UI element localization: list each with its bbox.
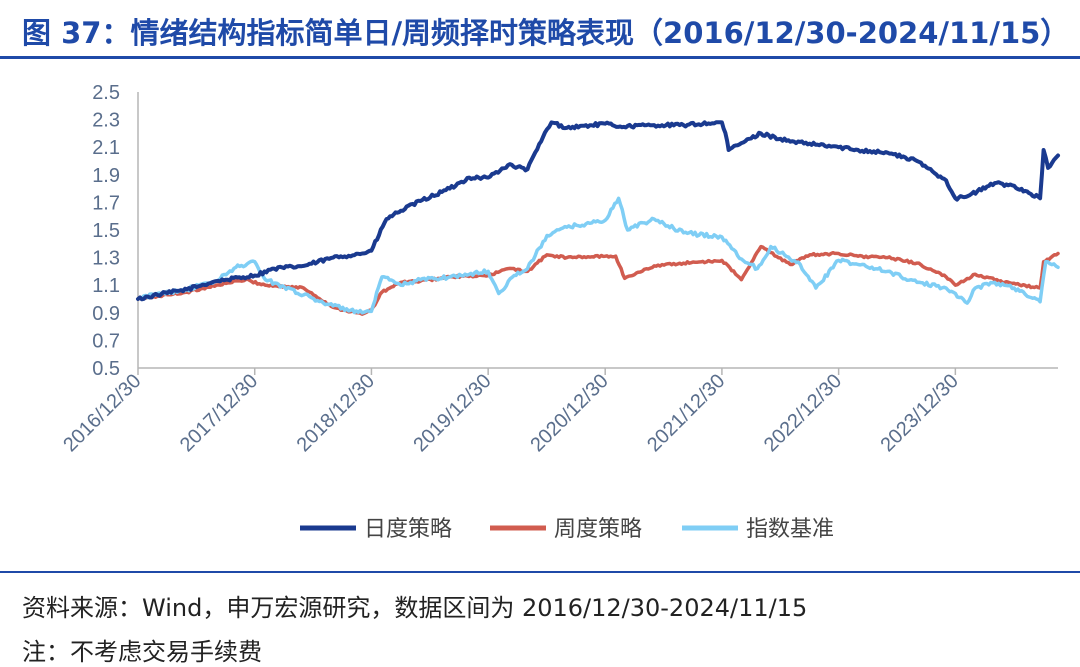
series-layer bbox=[136, 120, 1060, 316]
y-tick-label: 2.1 bbox=[92, 137, 120, 159]
legend-label-2: 周度策略 bbox=[554, 516, 642, 541]
series-line-3 bbox=[136, 196, 1060, 315]
y-tick-label: 1.9 bbox=[92, 165, 120, 187]
y-tick-label: 1.3 bbox=[92, 248, 120, 270]
series-line-2 bbox=[136, 244, 1060, 316]
fee-note: 注：不考虑交易手续费 bbox=[22, 638, 262, 666]
y-tick-label: 1.1 bbox=[92, 275, 120, 297]
x-tick-label: 2017/12/30 bbox=[176, 370, 262, 456]
y-tick-label: 1.7 bbox=[92, 192, 120, 214]
x-tick-label: 2021/12/30 bbox=[643, 370, 729, 456]
y-tick-label: 0.9 bbox=[92, 303, 120, 325]
y-tick-label: 1.5 bbox=[92, 220, 120, 242]
footer-divider bbox=[0, 571, 1080, 573]
x-tick-label: 2023/12/30 bbox=[877, 370, 963, 456]
series-line-1 bbox=[136, 120, 1060, 302]
title-divider bbox=[0, 56, 1080, 59]
y-tick-label: 2.3 bbox=[92, 110, 120, 132]
x-tick-label: 2018/12/30 bbox=[293, 370, 379, 456]
line-chart: 0.5 0.7 0.9 1.1 1.3 1.5 1.7 1.9 2.1 2.3 2.5 2016/12… bbox=[59, 82, 1060, 541]
x-tick-label: 2019/12/30 bbox=[409, 370, 495, 456]
source-note: 资料来源：Wind，申万宏源研究，数据区间为 2016/12/30-2024/1… bbox=[22, 594, 808, 622]
y-tick-label: 2.5 bbox=[92, 82, 120, 104]
legend-label-1: 日度策略 bbox=[364, 516, 452, 541]
x-tick-label: 2020/12/30 bbox=[526, 370, 612, 456]
legend-label-3: 指数基准 bbox=[746, 516, 834, 541]
y-tick-label: 0.7 bbox=[92, 330, 120, 352]
chart-legend: 日度策略 周度策略 指数基准 bbox=[300, 516, 834, 541]
chart-axes: 0.5 0.7 0.9 1.1 1.3 1.5 1.7 1.9 2.1 2.3 2.5 2016/12… bbox=[59, 82, 1058, 456]
x-tick-label: 2016/12/30 bbox=[59, 370, 145, 456]
y-tick-label: 0.5 bbox=[92, 358, 120, 380]
figure-title: 图 37：情绪结构指标简单日/周频择时策略表现（2016/12/30-2024/… bbox=[22, 16, 1070, 50]
x-tick-label: 2022/12/30 bbox=[760, 370, 846, 456]
